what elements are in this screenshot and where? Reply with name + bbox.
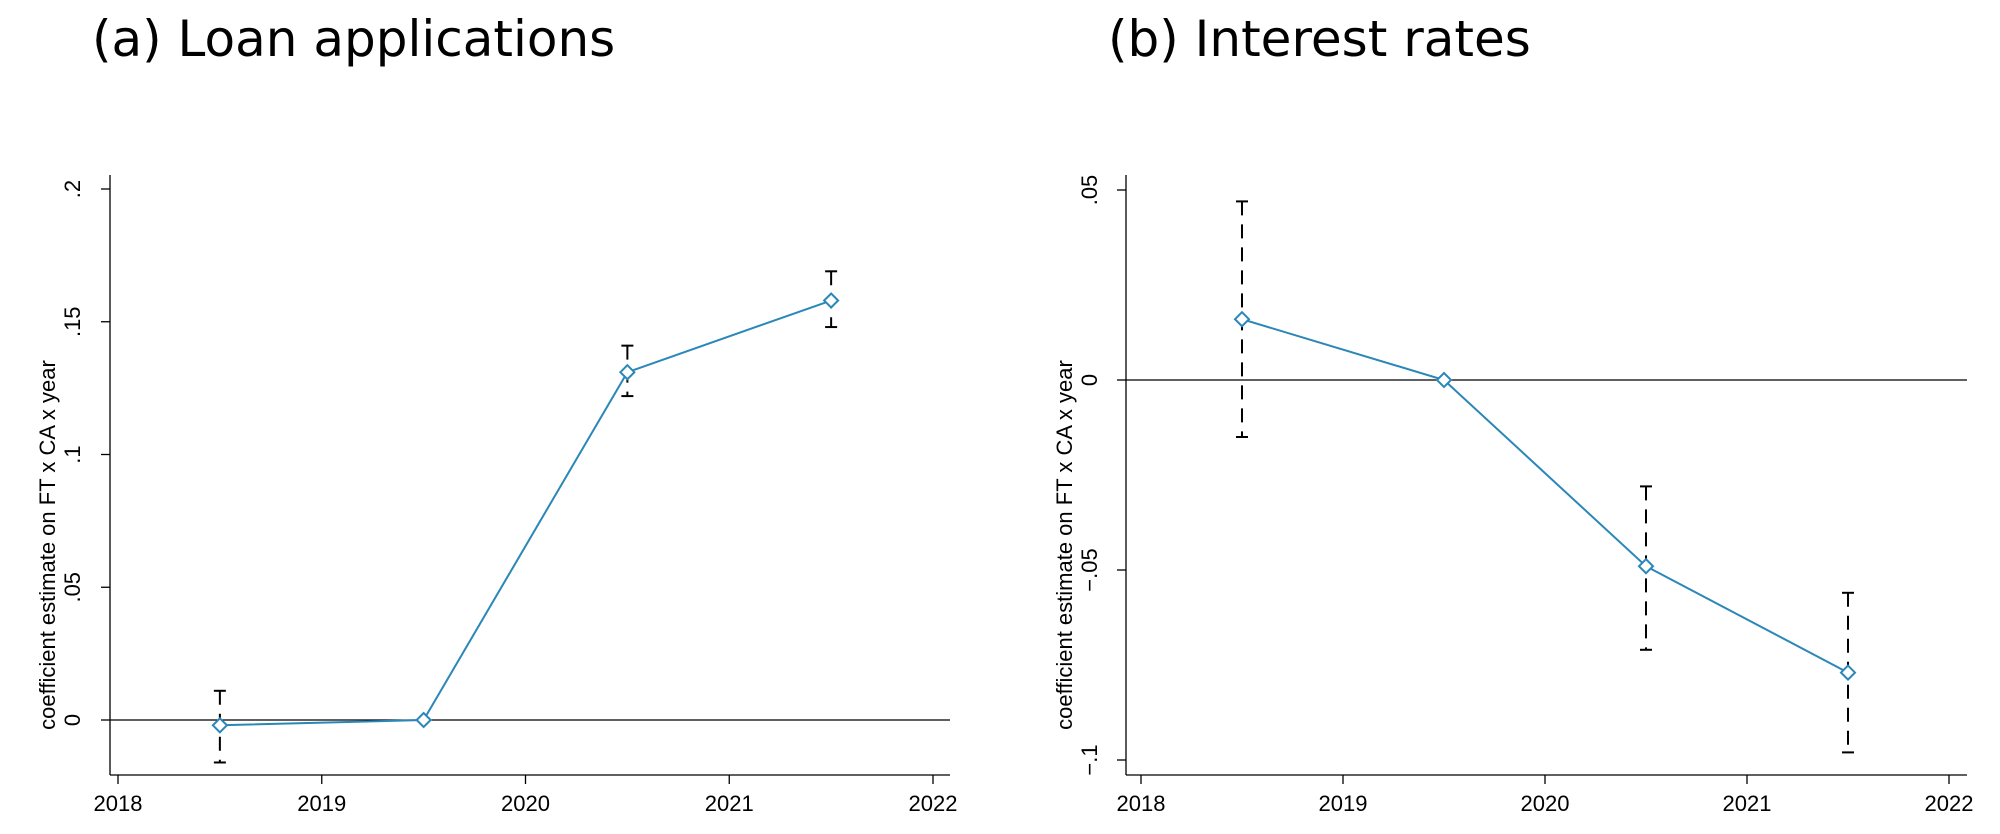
x-tick-label: 2021	[1723, 791, 1772, 816]
data-point-marker	[1839, 664, 1857, 682]
panel-a-title: (a) Loan applications	[92, 10, 616, 68]
y-tick-label: 0	[60, 714, 85, 726]
x-tick-label: 2022	[909, 791, 958, 816]
x-tick-label: 2022	[1925, 791, 1974, 816]
y-tick-label: .05	[1077, 175, 1102, 206]
y-axis-title: coefficient estimate on FT x CA x year	[35, 360, 60, 730]
panel-b-chart: 2018 2019 2020 2021 2022 −.1 −.05 0 .05 coefficie…	[1052, 175, 1973, 816]
panel-a-chart: 2018 2019 2020 2021 2022 0 .05 .1 .15 .2 coefficie…	[35, 175, 957, 816]
data-point-marker	[211, 716, 229, 734]
data-point-marker	[822, 292, 840, 309]
x-tick-label: 2018	[1117, 791, 1166, 816]
x-tick-label: 2020	[1521, 791, 1570, 816]
data-point-marker	[618, 363, 636, 381]
x-tick-label: 2019	[1319, 791, 1368, 816]
y-tick-label: .1	[60, 445, 85, 463]
y-tick-label: .05	[60, 572, 85, 603]
y-tick-label: 0	[1077, 374, 1102, 386]
panel-b-title: (b) Interest rates	[1108, 10, 1531, 68]
series-line	[219, 299, 832, 727]
x-tick-label: 2021	[705, 791, 754, 816]
y-tick-label: −.1	[1077, 744, 1102, 775]
x-tick-label: 2020	[501, 791, 550, 816]
data-point-marker	[1233, 310, 1251, 328]
x-tick-label: 2018	[94, 791, 143, 816]
data-point-marker	[1435, 371, 1453, 389]
data-point-marker	[415, 711, 433, 729]
data-point-marker	[1637, 557, 1655, 575]
y-tick-label: −.05	[1077, 548, 1102, 591]
x-tick-label: 2019	[297, 791, 346, 816]
series-line	[1241, 318, 1849, 674]
y-axis-title: coefficient estimate on FT x CA x year	[1052, 360, 1077, 730]
y-tick-label: .15	[60, 306, 85, 337]
y-tick-label: .2	[60, 180, 85, 198]
